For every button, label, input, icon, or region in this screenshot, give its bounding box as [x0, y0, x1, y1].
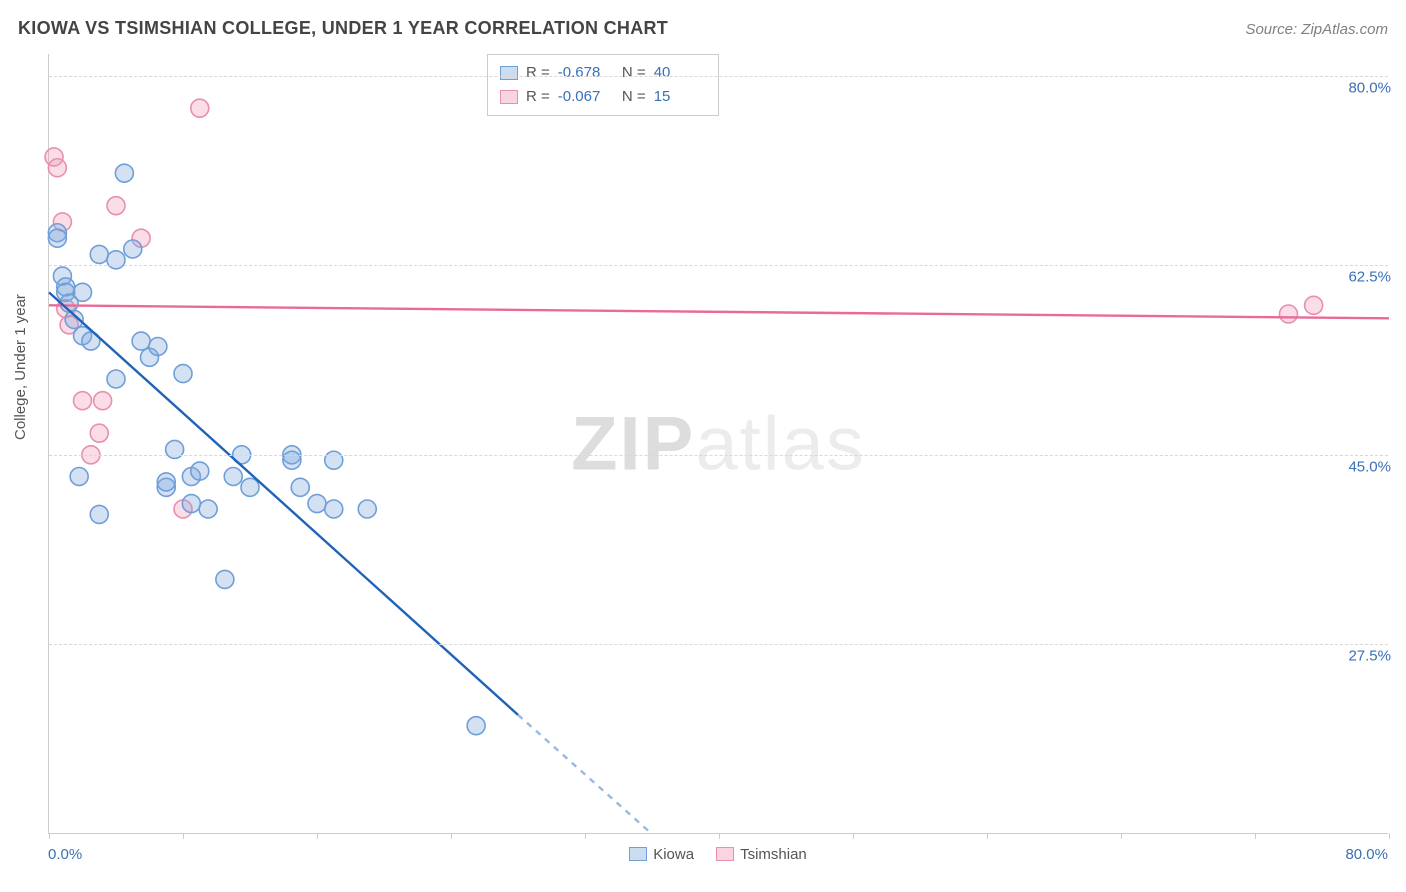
- y-tick-label: 80.0%: [1344, 79, 1391, 96]
- grid-line: [49, 265, 1388, 266]
- data-point: [174, 365, 192, 383]
- data-point: [90, 424, 108, 442]
- x-tick: [1121, 833, 1122, 839]
- legend-r-label: R =: [526, 61, 550, 85]
- data-point: [467, 717, 485, 735]
- x-tick: [987, 833, 988, 839]
- chart-title: KIOWA VS TSIMSHIAN COLLEGE, UNDER 1 YEAR…: [18, 18, 668, 39]
- chart-header: KIOWA VS TSIMSHIAN COLLEGE, UNDER 1 YEAR…: [18, 18, 1388, 39]
- bottom-swatch-tsimshian: [716, 847, 734, 861]
- stat-legend: R = -0.678 N = 40 R = -0.067 N = 15: [487, 54, 719, 116]
- data-point: [182, 495, 200, 513]
- x-tick: [1255, 833, 1256, 839]
- data-point: [1305, 296, 1323, 314]
- data-point: [94, 392, 112, 410]
- data-point: [48, 159, 66, 177]
- y-tick-label: 62.5%: [1344, 269, 1391, 286]
- y-axis-title: College, Under 1 year: [12, 294, 29, 440]
- data-point: [291, 478, 309, 496]
- trend-line: [49, 305, 1389, 318]
- data-point: [107, 197, 125, 215]
- x-tick: [317, 833, 318, 839]
- data-point: [224, 468, 242, 486]
- data-point: [325, 500, 343, 518]
- stat-legend-row-tsimshian: R = -0.067 N = 15: [500, 85, 706, 109]
- trend-line: [49, 292, 518, 715]
- grid-line: [49, 76, 1388, 77]
- bottom-label-kiowa: Kiowa: [653, 846, 694, 863]
- data-point: [90, 505, 108, 523]
- data-point: [70, 468, 88, 486]
- data-point: [191, 99, 209, 117]
- data-point: [149, 338, 167, 356]
- x-tick: [183, 833, 184, 839]
- data-point: [115, 164, 133, 182]
- legend-n-label: N =: [618, 61, 646, 85]
- legend-n-kiowa: 40: [654, 61, 706, 85]
- x-tick: [853, 833, 854, 839]
- x-tick: [585, 833, 586, 839]
- x-tick: [451, 833, 452, 839]
- data-point: [241, 478, 259, 496]
- bottom-legend-kiowa: Kiowa: [629, 846, 694, 863]
- chart-source: Source: ZipAtlas.com: [1245, 21, 1388, 38]
- x-axis-max: 80.0%: [1345, 846, 1388, 863]
- data-point: [308, 495, 326, 513]
- legend-swatch-tsimshian: [500, 90, 518, 104]
- legend-n-label: N =: [618, 85, 646, 109]
- data-point: [199, 500, 217, 518]
- x-tick: [49, 833, 50, 839]
- legend-r-tsimshian: -0.067: [558, 85, 610, 109]
- stat-legend-row-kiowa: R = -0.678 N = 40: [500, 61, 706, 85]
- data-point: [157, 473, 175, 491]
- data-point: [74, 283, 92, 301]
- data-point: [216, 570, 234, 588]
- x-tick: [1389, 833, 1390, 839]
- data-point: [74, 392, 92, 410]
- bottom-legend-tsimshian: Tsimshian: [716, 846, 807, 863]
- legend-r-label: R =: [526, 85, 550, 109]
- data-point: [48, 229, 66, 247]
- bottom-swatch-kiowa: [629, 847, 647, 861]
- x-tick: [719, 833, 720, 839]
- data-point: [107, 370, 125, 388]
- data-point: [124, 240, 142, 258]
- bottom-legend: Kiowa Tsimshian: [48, 846, 1388, 863]
- data-point: [358, 500, 376, 518]
- legend-swatch-kiowa: [500, 66, 518, 80]
- data-point: [191, 462, 209, 480]
- grid-line: [49, 455, 1388, 456]
- plot-area: ZIPatlas R = -0.678 N = 40 R = -0.067 N …: [48, 54, 1388, 834]
- legend-r-kiowa: -0.678: [558, 61, 610, 85]
- data-point: [132, 332, 150, 350]
- chart-svg: [49, 54, 1388, 833]
- data-point: [1280, 305, 1298, 323]
- x-axis-labels: 0.0% Kiowa Tsimshian 80.0%: [48, 846, 1388, 870]
- trend-line: [518, 715, 652, 834]
- y-tick-label: 27.5%: [1344, 648, 1391, 665]
- grid-line: [49, 644, 1388, 645]
- bottom-label-tsimshian: Tsimshian: [740, 846, 807, 863]
- legend-n-tsimshian: 15: [654, 85, 706, 109]
- y-tick-label: 45.0%: [1344, 458, 1391, 475]
- data-point: [90, 245, 108, 263]
